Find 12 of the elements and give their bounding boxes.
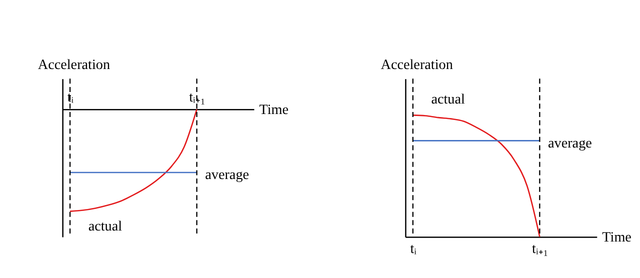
- text: average: [205, 167, 250, 184]
- y-axis-title: Acceleration: [38, 57, 110, 74]
- x-tick-label: tᵢ: [410, 241, 418, 258]
- annotation: actual: [88, 218, 122, 234]
- x-tick-label: tᵢ: [67, 89, 74, 106]
- x-axis-title: Time: [259, 102, 289, 118]
- annotation: actual: [431, 92, 466, 108]
- text: average: [548, 135, 592, 152]
- x-tick-label: tᵢ₊₁: [189, 89, 206, 106]
- x-tick-label: tᵢ₊₁: [532, 241, 548, 258]
- y-axis-title: Acceleration: [380, 57, 453, 74]
- x-axis-title: Time: [602, 229, 632, 246]
